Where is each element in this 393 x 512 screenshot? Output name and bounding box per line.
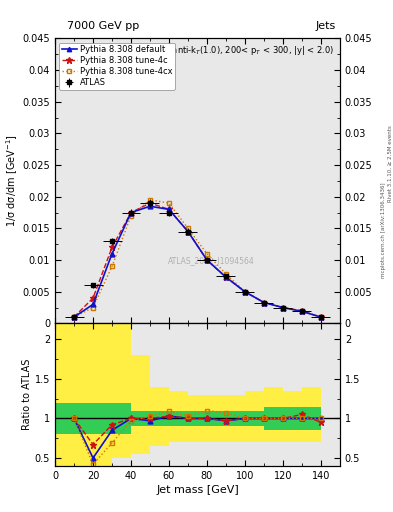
Text: Rivet 3.1.10, ≥ 2.5M events: Rivet 3.1.10, ≥ 2.5M events [387,125,392,202]
Pythia 8.308 tune-4cx [299,308,304,314]
Y-axis label: Ratio to ATLAS: Ratio to ATLAS [22,359,32,431]
Pythia 8.308 default [281,305,285,311]
Pythia 8.308 tune-4c [205,257,209,263]
Pythia 8.308 tune-4cx [91,305,95,311]
Pythia 8.308 tune-4c [185,228,190,234]
Pythia 8.308 default [91,302,95,308]
Pythia 8.308 default [185,228,190,234]
Pythia 8.308 default [262,300,266,306]
Pythia 8.308 tune-4cx [129,212,133,219]
Pythia 8.308 default [72,314,76,320]
Pythia 8.308 default [129,209,133,216]
Pythia 8.308 tune-4cx [185,225,190,231]
Pythia 8.308 tune-4cx [242,289,247,295]
Pythia 8.308 tune-4cx [110,263,114,269]
Pythia 8.308 tune-4c [224,274,228,280]
Line: Pythia 8.308 tune-4cx: Pythia 8.308 tune-4cx [72,198,323,319]
Pythia 8.308 tune-4cx [262,300,266,306]
Pythia 8.308 tune-4c [281,305,285,311]
Pythia 8.308 tune-4cx [72,314,76,320]
Pythia 8.308 tune-4c [167,206,171,212]
Pythia 8.308 tune-4c [299,308,304,314]
Text: mcplots.cern.ch [arXiv:1306.3436]: mcplots.cern.ch [arXiv:1306.3436] [381,183,386,278]
Pythia 8.308 default [224,274,228,280]
Y-axis label: 1/σ dσ/dm [GeV$^{-1}$]: 1/σ dσ/dm [GeV$^{-1}$] [4,135,20,227]
Pythia 8.308 default [167,206,171,212]
Pythia 8.308 tune-4cx [205,251,209,257]
Pythia 8.308 tune-4c [319,314,323,321]
Pythia 8.308 tune-4c [262,300,266,306]
Pythia 8.308 tune-4c [129,209,133,216]
Line: Pythia 8.308 default: Pythia 8.308 default [72,204,323,319]
Pythia 8.308 tune-4c [110,244,114,250]
Pythia 8.308 default [319,314,323,320]
Pythia 8.308 default [205,257,209,263]
Pythia 8.308 tune-4cx [148,197,152,203]
Pythia 8.308 tune-4c [148,200,152,206]
Line: Pythia 8.308 tune-4c: Pythia 8.308 tune-4c [70,200,325,321]
Pythia 8.308 tune-4cx [319,314,323,320]
Pythia 8.308 tune-4c [242,289,247,295]
Legend: Pythia 8.308 default, Pythia 8.308 tune-4c, Pythia 8.308 tune-4cx, ATLAS: Pythia 8.308 default, Pythia 8.308 tune-… [59,42,175,90]
Pythia 8.308 tune-4cx [224,271,228,277]
Pythia 8.308 tune-4cx [281,305,285,311]
Pythia 8.308 default [242,289,247,295]
Pythia 8.308 default [148,203,152,209]
Pythia 8.308 tune-4cx [167,200,171,206]
Text: Jets: Jets [316,20,336,31]
Pythia 8.308 tune-4c [91,295,95,301]
Pythia 8.308 default [110,251,114,257]
Text: 7000 GeV pp: 7000 GeV pp [67,20,139,31]
Text: Jet mass (anti-k$_T$(1.0), 200< p$_T$ < 300, |y| < 2.0): Jet mass (anti-k$_T$(1.0), 200< p$_T$ < … [130,44,334,57]
Text: ATLAS_2012_I1094564: ATLAS_2012_I1094564 [168,256,255,265]
Pythia 8.308 tune-4c [72,314,76,320]
X-axis label: Jet mass [GeV]: Jet mass [GeV] [156,485,239,495]
Pythia 8.308 default [299,308,304,314]
